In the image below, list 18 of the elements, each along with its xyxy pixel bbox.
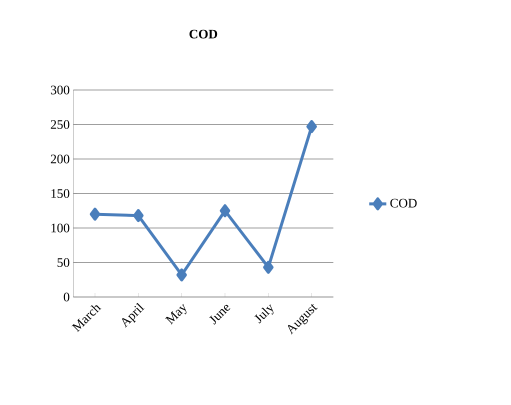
chart-title: COD xyxy=(190,30,218,38)
x-tick-label: July xyxy=(254,304,274,324)
y-tick-label: 50 xyxy=(58,258,70,267)
y-tick-label: 200 xyxy=(50,154,70,164)
y-tick-label: 0 xyxy=(64,292,70,302)
x-tick-label: June xyxy=(209,304,230,325)
y-tick-label: 300 xyxy=(50,86,70,94)
point xyxy=(306,120,317,134)
point xyxy=(263,260,274,274)
legend-label: COD xyxy=(390,198,417,208)
point xyxy=(176,268,187,282)
y-tick-label: 150 xyxy=(51,189,70,198)
point xyxy=(133,209,144,222)
point xyxy=(90,208,100,221)
y-tick-label: 250 xyxy=(50,120,70,129)
x-tick-label: May xyxy=(165,304,186,325)
point xyxy=(220,204,230,218)
y-tick-label: 100 xyxy=(51,224,70,232)
